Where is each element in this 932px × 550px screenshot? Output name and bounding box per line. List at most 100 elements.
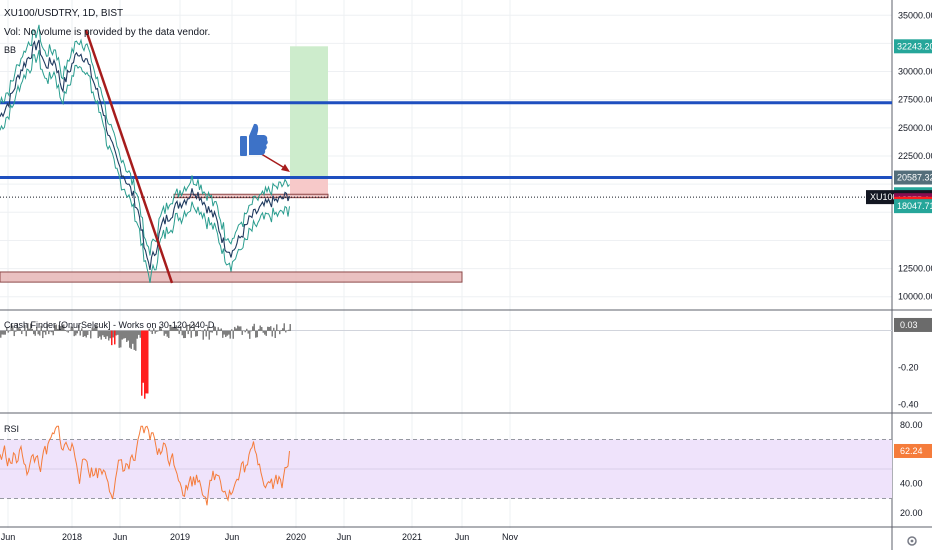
crash-bar bbox=[187, 330, 189, 335]
crash-bar bbox=[232, 330, 234, 339]
price-axis-tick-label: 22500.00 bbox=[898, 151, 932, 161]
crash-bar bbox=[238, 326, 240, 332]
crash-bar bbox=[177, 328, 179, 332]
bb-indicator-label[interactable]: BB bbox=[4, 45, 17, 55]
time-axis-tick-label: 2020 bbox=[286, 532, 306, 542]
chart-symbol-title[interactable]: XU100/USDTRY, 1D, BIST bbox=[4, 8, 124, 19]
crash-bar bbox=[265, 330, 267, 336]
crash-bar bbox=[264, 330, 266, 335]
crash-bar bbox=[268, 327, 270, 332]
crash-bar bbox=[235, 328, 237, 332]
crash-bar bbox=[252, 326, 254, 332]
rsi-label[interactable]: RSI bbox=[4, 424, 20, 434]
crash-bar bbox=[87, 330, 89, 335]
price-tag-label: 32243.20 bbox=[897, 41, 932, 51]
crash-bar bbox=[208, 330, 210, 340]
crash-bar bbox=[138, 330, 140, 335]
crash-bar bbox=[219, 329, 221, 332]
crash-bar bbox=[0, 330, 2, 338]
target-zone bbox=[290, 46, 328, 178]
crash-bar bbox=[228, 330, 230, 335]
crash-bar bbox=[22, 330, 24, 332]
crash-bar bbox=[27, 323, 29, 332]
crash-bar bbox=[117, 330, 119, 335]
rsi-last-value-tag bbox=[894, 443, 932, 458]
crash-bar bbox=[270, 326, 272, 332]
crash-bar bbox=[175, 325, 177, 332]
crash-bar bbox=[105, 330, 107, 339]
crash-bar bbox=[70, 326, 72, 332]
crash-bar bbox=[181, 330, 183, 336]
crash-bar bbox=[25, 330, 27, 337]
crash-bar bbox=[94, 324, 96, 332]
crash-bar bbox=[64, 330, 66, 332]
crash-bar bbox=[130, 330, 132, 349]
crash-bar bbox=[222, 330, 224, 338]
crash-bar bbox=[21, 330, 23, 335]
crash-bar bbox=[163, 330, 165, 336]
volume-note: Vol: No volume is provided by the data v… bbox=[4, 27, 211, 38]
downtrend-line bbox=[84, 29, 174, 284]
crash-bar bbox=[165, 330, 167, 334]
crash-bar bbox=[55, 324, 57, 332]
time-axis-tick-label: Nov bbox=[502, 532, 519, 542]
gear-icon-hub bbox=[910, 539, 914, 543]
bollinger-upper-band bbox=[0, 24, 290, 256]
crash-bar bbox=[133, 330, 135, 350]
crash-bar bbox=[82, 330, 84, 337]
crash-bar bbox=[102, 330, 104, 336]
crash-bar bbox=[148, 328, 150, 332]
crash-bar bbox=[247, 330, 249, 334]
crash-bar bbox=[28, 328, 30, 332]
crash-bar bbox=[244, 330, 246, 333]
crash-bar bbox=[145, 330, 147, 394]
crash-bar bbox=[4, 330, 6, 335]
crash-bar bbox=[91, 327, 93, 332]
crash-bar bbox=[79, 330, 81, 336]
crash-bar bbox=[246, 328, 248, 332]
crash-bar bbox=[39, 330, 41, 336]
price-axis-tick-label: 30000.00 bbox=[898, 67, 932, 77]
crash-bar bbox=[168, 330, 170, 339]
crash-bar bbox=[253, 323, 255, 332]
rsi-last-value: 62.24 bbox=[900, 446, 923, 456]
crash-bar bbox=[285, 330, 287, 333]
crash-bar bbox=[33, 330, 35, 335]
crash-last-value-tag bbox=[894, 317, 932, 332]
crash-bar bbox=[279, 330, 281, 335]
gear-icon-ring bbox=[907, 536, 917, 546]
crash-bar bbox=[24, 324, 26, 332]
crash-finder-label[interactable]: Crash Finder [OnurSelcuk] - Works on 30-… bbox=[4, 320, 215, 330]
crash-bar bbox=[217, 327, 219, 332]
crash-bar bbox=[178, 330, 180, 334]
crash-bar bbox=[124, 330, 126, 339]
crash-bar bbox=[16, 323, 18, 332]
time-axis-tick-label: Jun bbox=[455, 532, 470, 542]
crash-bar bbox=[174, 327, 176, 332]
crash-bar bbox=[160, 328, 162, 332]
crash-bar bbox=[280, 329, 282, 332]
crash-bar bbox=[195, 330, 197, 337]
crash-bar bbox=[120, 330, 122, 348]
time-axis-tick-label: Jun bbox=[225, 532, 240, 542]
crash-bar bbox=[210, 330, 212, 333]
crash-bar bbox=[147, 330, 149, 394]
crash-bar bbox=[258, 329, 260, 332]
crash-bar bbox=[37, 330, 39, 335]
crash-bar bbox=[213, 325, 215, 332]
crash-bar bbox=[156, 330, 158, 332]
crash-bar bbox=[45, 330, 47, 335]
stop-zone bbox=[290, 177, 328, 195]
crash-bar bbox=[150, 330, 152, 332]
crash-bar bbox=[135, 330, 137, 351]
crash-bar bbox=[237, 325, 239, 332]
crash-bar bbox=[262, 330, 264, 333]
crash-bar bbox=[153, 328, 155, 332]
crash-bar bbox=[18, 327, 20, 332]
crash-bar bbox=[81, 328, 83, 332]
crash-bar bbox=[183, 330, 185, 339]
crash-bar bbox=[136, 330, 138, 339]
crash-bar bbox=[36, 326, 38, 332]
crash-bar bbox=[267, 326, 269, 332]
crash-bar bbox=[144, 330, 146, 399]
